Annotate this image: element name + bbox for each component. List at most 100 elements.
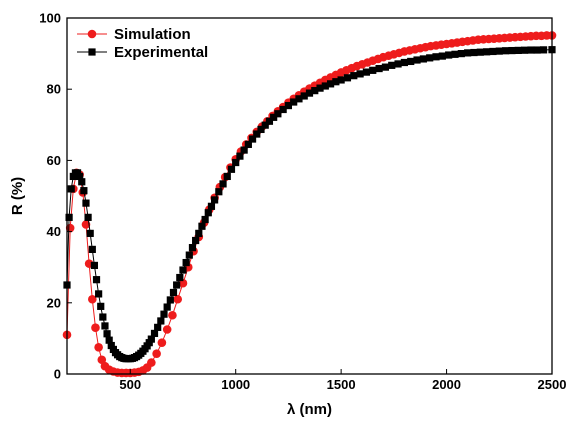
data-point — [201, 215, 209, 224]
data-point — [508, 46, 516, 55]
data-point — [91, 323, 100, 333]
data-point — [476, 48, 484, 56]
data-point — [173, 294, 183, 304]
data-point — [147, 335, 155, 343]
data-point — [78, 178, 86, 186]
series-experimental — [63, 46, 556, 363]
data-point — [219, 180, 227, 188]
data-point — [305, 89, 314, 97]
data-point — [99, 313, 107, 321]
x-axis: 500 1000 1500 2000 2500 — [119, 369, 566, 392]
data-point — [300, 92, 308, 100]
plot-frame — [66, 17, 553, 375]
data-point — [520, 46, 529, 54]
data-point — [274, 110, 282, 118]
x-tick-label: 1500 — [327, 377, 356, 392]
data-point — [270, 113, 278, 121]
data-point — [188, 244, 197, 252]
x-tick-label: 1000 — [221, 377, 250, 392]
y-tick-label: 60 — [47, 153, 61, 168]
data-point — [92, 276, 101, 284]
data-point — [198, 222, 206, 230]
y-axis: 0 20 40 60 80 100 — [39, 11, 72, 382]
data-point — [375, 64, 383, 73]
data-point — [86, 229, 94, 237]
series-simulation — [62, 31, 557, 378]
data-point — [211, 196, 219, 204]
y-axis-label: R (%) — [9, 177, 26, 215]
y-tick-label: 40 — [47, 224, 61, 239]
data-point — [248, 135, 257, 143]
data-point — [166, 296, 174, 304]
data-point — [107, 341, 115, 350]
data-point — [76, 172, 84, 181]
data-point — [204, 209, 212, 217]
data-point — [356, 70, 364, 78]
data-point — [81, 220, 91, 229]
data-point — [432, 53, 440, 61]
data-point — [103, 330, 111, 338]
data-point — [157, 338, 167, 347]
data-point — [160, 310, 168, 318]
data-point — [533, 46, 541, 54]
data-point — [265, 117, 274, 125]
data-point — [279, 105, 287, 114]
data-point — [321, 82, 329, 90]
data-point — [97, 355, 107, 365]
data-point — [88, 294, 97, 304]
data-point — [244, 140, 252, 148]
data-point — [169, 288, 178, 297]
data-point — [445, 51, 453, 59]
data-point — [457, 50, 465, 58]
data-point — [147, 358, 156, 367]
legend-label: Experimental — [114, 44, 208, 61]
data-point — [284, 101, 293, 110]
data-point — [483, 48, 491, 56]
data-point — [168, 310, 177, 320]
data-point — [154, 323, 162, 331]
data-point — [381, 63, 390, 71]
data-point — [539, 46, 548, 54]
legend-item-experimental: Experimental — [77, 44, 208, 61]
data-point — [101, 322, 109, 330]
data-point — [362, 68, 371, 76]
x-tick-label: 2500 — [538, 377, 567, 392]
data-point — [173, 281, 181, 289]
data-point — [261, 121, 269, 129]
data-point — [257, 125, 265, 134]
data-point — [295, 95, 303, 103]
data-point — [157, 317, 165, 325]
x-axis-label: λ (nm) — [287, 401, 332, 418]
legend-item-simulation: Simulation — [77, 26, 191, 43]
data-point — [179, 266, 187, 274]
legend-label: Simulation — [114, 26, 191, 43]
data-point — [150, 329, 159, 338]
data-point — [470, 48, 478, 57]
data-point — [223, 172, 231, 181]
data-point — [332, 78, 340, 86]
y-tick-label: 80 — [47, 82, 61, 97]
data-point — [495, 47, 503, 55]
data-point — [176, 273, 184, 282]
data-point — [192, 236, 200, 245]
data-point — [95, 290, 103, 298]
data-point — [90, 261, 99, 270]
x-tick-label: 2000 — [432, 377, 461, 392]
data-point — [195, 229, 203, 237]
data-point — [240, 146, 248, 154]
data-point — [97, 302, 105, 310]
data-point — [419, 55, 427, 63]
data-point — [105, 336, 113, 344]
data-point — [80, 187, 88, 195]
legend-marker — [88, 48, 96, 56]
data-point — [185, 251, 193, 259]
data-point — [514, 46, 522, 54]
data-point — [162, 325, 172, 334]
data-point — [82, 199, 90, 207]
data-point — [394, 60, 402, 68]
data-point — [326, 80, 335, 88]
y-tick-label: 0 — [54, 367, 61, 382]
data-point — [438, 52, 446, 60]
